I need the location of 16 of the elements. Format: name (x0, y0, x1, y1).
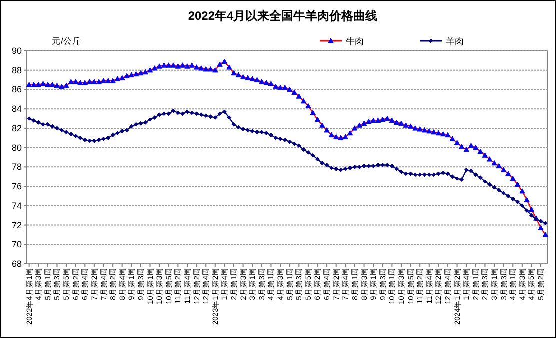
chart-title: 2022年4月以来全国牛羊肉价格曲线 (188, 9, 378, 23)
y-tick-label: 86 (12, 84, 22, 95)
legend-label: 羊肉 (446, 36, 464, 46)
y-tick-label: 68 (12, 259, 22, 269)
y-tick-label: 88 (12, 65, 22, 76)
y-tick-label: 82 (12, 123, 22, 134)
y-tick-label: 78 (12, 162, 22, 172)
y-tick-label: 84 (12, 104, 22, 114)
y-tick-label: 70 (12, 240, 22, 250)
y-tick-label: 90 (12, 46, 22, 56)
y-tick-label: 74 (12, 200, 22, 211)
y-axis-title: 元/公斤 (52, 36, 82, 46)
legend-label: 牛肉 (346, 36, 364, 46)
y-tick-label: 76 (12, 182, 22, 192)
y-tick-label: 72 (12, 220, 22, 230)
y-tick-label: 80 (12, 142, 22, 153)
